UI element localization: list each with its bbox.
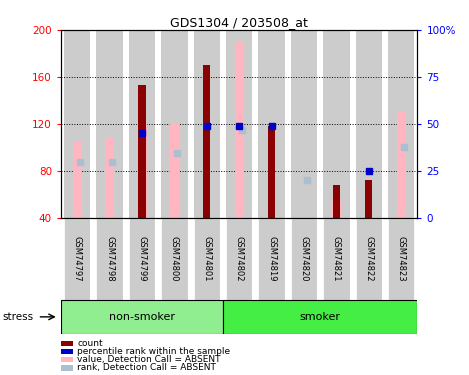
Bar	[170, 124, 179, 218]
Text: GSM74799: GSM74799	[137, 236, 146, 282]
Text: GSM74798: GSM74798	[105, 236, 114, 282]
Bar	[129, 217, 155, 300]
Bar	[137, 124, 146, 218]
Text: non-smoker: non-smoker	[109, 312, 175, 322]
Text: value, Detection Call = ABSENT: value, Detection Call = ABSENT	[77, 355, 221, 364]
Text: GSM74819: GSM74819	[267, 236, 276, 282]
Text: GSM74797: GSM74797	[73, 236, 82, 282]
Title: GDS1304 / 203508_at: GDS1304 / 203508_at	[170, 16, 308, 29]
Text: rank, Detection Call = ABSENT: rank, Detection Call = ABSENT	[77, 363, 216, 372]
Text: count: count	[77, 339, 103, 348]
Bar	[64, 217, 91, 300]
Bar	[291, 30, 318, 217]
Bar	[96, 217, 123, 300]
Bar	[388, 30, 415, 217]
Bar	[365, 180, 372, 218]
Bar	[258, 30, 285, 217]
Bar	[356, 217, 382, 300]
Bar	[161, 217, 188, 300]
Bar	[194, 30, 220, 217]
Bar	[291, 217, 318, 300]
Text: GSM74802: GSM74802	[234, 236, 244, 282]
Bar	[356, 30, 382, 217]
Bar	[96, 30, 123, 217]
Text: GSM74801: GSM74801	[202, 236, 212, 282]
Bar	[73, 141, 82, 218]
Text: smoker: smoker	[300, 312, 340, 322]
Text: stress: stress	[2, 312, 33, 322]
Bar	[226, 217, 252, 300]
Bar	[333, 185, 340, 218]
Text: GSM74822: GSM74822	[364, 236, 373, 282]
Bar	[64, 30, 91, 217]
Text: GSM74823: GSM74823	[397, 236, 406, 282]
Text: GSM74821: GSM74821	[332, 236, 341, 282]
Bar	[105, 138, 114, 218]
Bar	[161, 30, 188, 217]
Bar	[332, 200, 341, 217]
Bar	[129, 30, 155, 217]
Bar	[268, 126, 275, 218]
Bar	[258, 217, 285, 300]
Bar	[138, 85, 145, 218]
Text: GSM74800: GSM74800	[170, 236, 179, 282]
Bar	[61, 300, 223, 334]
Bar	[226, 30, 252, 217]
Text: GSM74820: GSM74820	[300, 236, 309, 282]
Bar	[388, 217, 415, 300]
Bar	[194, 217, 220, 300]
Bar	[223, 300, 417, 334]
Bar	[397, 112, 406, 218]
Bar	[323, 217, 350, 300]
Bar	[323, 30, 350, 217]
Bar	[234, 42, 244, 218]
Bar	[203, 65, 211, 218]
Text: percentile rank within the sample: percentile rank within the sample	[77, 347, 230, 356]
